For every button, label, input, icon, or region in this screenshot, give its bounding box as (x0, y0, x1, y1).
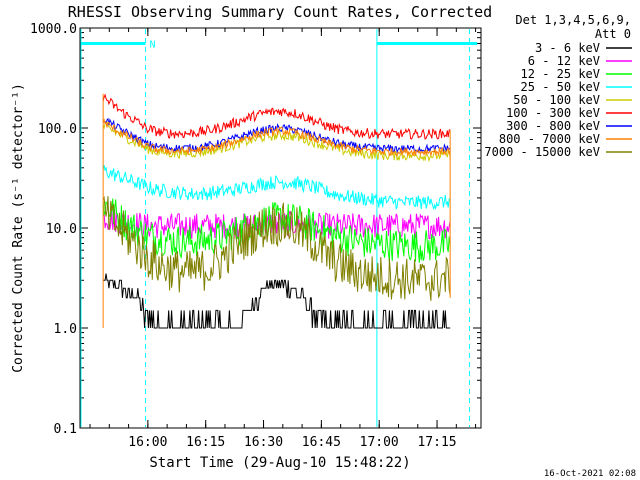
series-group (102, 93, 451, 329)
series-line (102, 198, 451, 263)
x-tick-label: 16:30 (244, 435, 283, 450)
legend-label: 300 - 800 keV (506, 119, 600, 133)
legend-label: 50 - 100 keV (513, 93, 600, 107)
y-tick-label: 0.1 (54, 422, 77, 437)
x-tick-label: 16:15 (186, 435, 225, 450)
legend-label: 12 - 25 keV (521, 67, 600, 81)
series-line (102, 164, 451, 211)
x-tick-label: 17:15 (417, 435, 456, 450)
x-axis-label: Start Time (29-Aug-10 15:48:22) (149, 455, 410, 471)
y-tick-label: 1.0 (54, 322, 77, 337)
x-axis: 16:00 16:15 16:30 16:45 17:00 17:15 (89, 28, 477, 450)
series-line (102, 209, 451, 240)
annotation-label: N (150, 39, 156, 50)
x-tick-label: 16:45 (302, 435, 341, 450)
legend-header-1: Det 1,3,4,5,6,9, (515, 13, 631, 27)
y-tick-label: 100.0 (38, 122, 77, 137)
series-line (103, 273, 451, 329)
footer-date: 16-Oct-2021 02:08 (544, 469, 636, 479)
legend-label: 6 - 12 keV (528, 54, 600, 68)
legend-header-2: Att 0 (595, 27, 631, 41)
series-line (102, 93, 451, 140)
legend-label: 7000 - 15000 keV (484, 145, 600, 159)
chart-title: RHESSI Observing Summary Count Rates, Co… (68, 3, 492, 21)
y-axis-label: Corrected Count Rate (s⁻¹ detector⁻¹) (11, 83, 26, 373)
y-tick-label: 1000.0 (30, 22, 77, 37)
legend-label: 25 - 50 keV (521, 80, 600, 94)
series-line (102, 118, 451, 157)
x-tick-label: 17:00 (360, 435, 399, 450)
legend-label: 3 - 6 keV (535, 41, 600, 55)
legend-label: 100 - 300 keV (506, 106, 600, 120)
x-tick-label: 16:00 (128, 435, 167, 450)
series-line (102, 195, 451, 301)
legend-label: 800 - 7000 keV (499, 132, 600, 146)
y-tick-label: 10.0 (46, 222, 77, 237)
